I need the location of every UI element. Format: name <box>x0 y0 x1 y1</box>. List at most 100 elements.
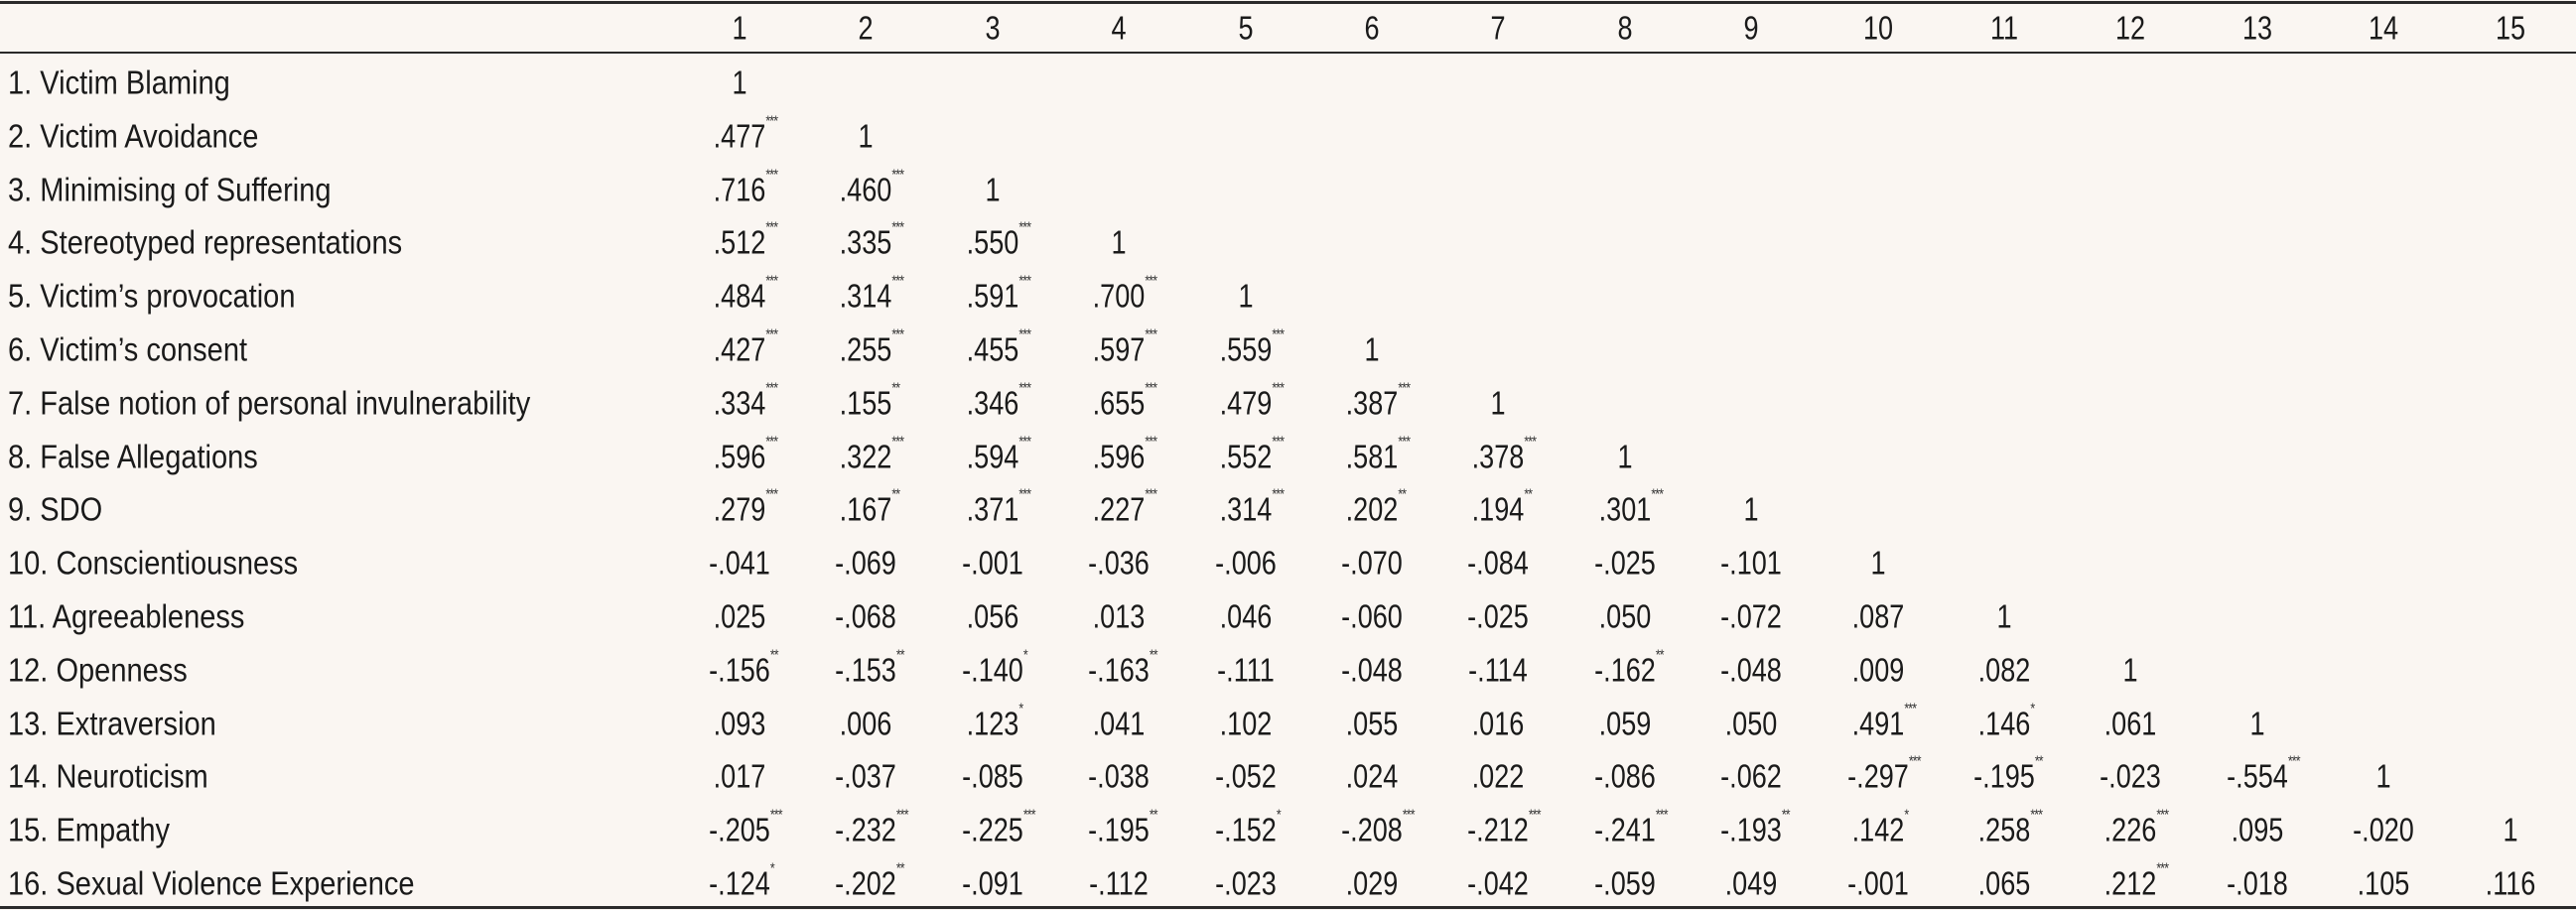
correlation-cell: .087 <box>1851 600 1904 633</box>
correlation-cell: .460 *** <box>840 167 904 205</box>
significance-stars: *** <box>765 218 778 236</box>
significance-stars: *** <box>891 433 905 451</box>
correlation-cell: .142 * <box>1851 806 1908 848</box>
correlation-cell: .013 <box>1093 600 1146 633</box>
column-header: 10 <box>1862 9 1893 47</box>
correlation-value: .512 *** <box>713 218 778 261</box>
correlation-value: 1 <box>1111 223 1127 261</box>
correlation-value: -.112 <box>1089 864 1150 902</box>
correlation-cell: 1 <box>732 66 746 99</box>
correlation-cell: .255 *** <box>840 325 904 368</box>
correlation-value: -.140 * <box>961 646 1027 689</box>
correlation-cell: .596 *** <box>713 433 778 475</box>
correlation-value: .142 * <box>1851 806 1908 848</box>
row-label: 6. Victim’s consent <box>8 330 248 368</box>
correlation-cell: -.048 <box>1720 653 1782 686</box>
correlation-value: .594 *** <box>966 433 1031 475</box>
correlation-value: -.101 <box>1720 544 1783 582</box>
row-label: 1. Victim Blaming <box>8 64 230 101</box>
correlation-value: -.072 <box>1720 597 1783 635</box>
correlation-cell: .477 *** <box>714 113 778 152</box>
correlation-value: -.195 ** <box>1973 752 2043 795</box>
correlation-value: .484 *** <box>713 272 778 315</box>
correlation-cell: -.048 <box>1341 653 1403 686</box>
correlation-cell: .314 *** <box>840 274 904 313</box>
correlation-cell: -.036 <box>1088 547 1150 580</box>
column-header: 12 <box>2115 9 2146 47</box>
correlation-value: -.036 <box>1088 544 1151 582</box>
correlation-value: -.114 <box>1468 651 1529 689</box>
significance-stars: *** <box>1908 752 1921 770</box>
correlation-cell: .387 *** <box>1346 380 1411 419</box>
correlation-value: 1 <box>1238 277 1254 315</box>
correlation-cell: .009 <box>1851 653 1904 686</box>
correlation-cell: -.025 <box>1468 600 1530 633</box>
correlation-value: .596 *** <box>713 433 778 475</box>
correlation-cell: -.225 *** <box>962 808 1035 846</box>
correlation-value: -.241 *** <box>1593 806 1668 848</box>
correlation-value: .552 *** <box>1219 433 1284 475</box>
correlation-cell: .022 <box>1472 760 1525 793</box>
significance-stars: *** <box>765 379 778 397</box>
correlation-value: .591 *** <box>966 272 1031 315</box>
correlation-value: -.162 ** <box>1593 646 1664 689</box>
correlation-value: .050 <box>1598 597 1652 635</box>
correlation-value: .258 *** <box>1977 806 2043 848</box>
significance-stars: *** <box>1398 379 1411 397</box>
correlation-cell: -.202 ** <box>836 861 905 900</box>
correlation-value: 1 <box>2503 811 2518 848</box>
correlation-cell: -.068 <box>836 600 897 633</box>
correlation-cell: .596 *** <box>1092 433 1157 475</box>
row-label: 13. Extraversion <box>8 705 216 742</box>
correlation-cell: -.023 <box>2101 760 2162 793</box>
row-label: 15. Empathy <box>8 811 171 848</box>
correlation-value: 1 <box>1364 330 1380 368</box>
row-label: 12. Openness <box>8 651 188 689</box>
significance-stars: *** <box>2156 859 2170 877</box>
correlation-value: .255 *** <box>840 325 904 368</box>
correlation-value: .046 <box>1219 597 1272 635</box>
correlation-cell: .123 * <box>966 701 1022 739</box>
correlation-value: -.018 <box>2226 864 2288 902</box>
correlation-value: .116 <box>2485 864 2535 902</box>
correlation-cell: -.085 <box>962 760 1023 793</box>
column-header: 4 <box>1111 9 1127 47</box>
correlation-value: -.085 <box>961 757 1023 795</box>
significance-stars: * <box>2030 700 2035 717</box>
significance-stars: ** <box>1524 485 1534 503</box>
correlation-cell: .065 <box>1978 867 2031 900</box>
correlation-cell: .116 <box>2485 867 2535 900</box>
significance-stars: *** <box>891 325 905 343</box>
correlation-cell: .050 <box>1725 707 1778 739</box>
significance-stars: *** <box>1271 379 1285 397</box>
correlation-cell: .484 *** <box>713 272 778 315</box>
correlation-value: -.124 * <box>709 859 774 902</box>
correlation-cell: -.112 <box>1089 867 1149 900</box>
correlation-value: .596 *** <box>1092 433 1157 475</box>
correlation-value: -.006 <box>1214 544 1277 582</box>
correlation-value: -.086 <box>1593 757 1656 795</box>
correlation-cell: -.006 <box>1215 547 1277 580</box>
significance-stars: * <box>1022 646 1028 664</box>
correlation-value: -.042 <box>1467 864 1530 902</box>
correlation-value: -.001 <box>961 544 1023 582</box>
column-header: 14 <box>2369 9 2399 47</box>
correlation-value: -.195 ** <box>1088 806 1157 848</box>
correlation-value: .491 *** <box>1851 700 1916 742</box>
correlation-value: 1 <box>985 171 1001 208</box>
correlation-cell: .050 <box>1598 600 1651 633</box>
correlation-value: -.212 *** <box>1467 806 1542 848</box>
correlation-cell: .202 ** <box>1346 487 1407 526</box>
correlation-value: .059 <box>1598 705 1652 742</box>
significance-stars: *** <box>765 325 778 343</box>
correlation-cell: 1 <box>1617 440 1632 472</box>
correlation-cell: 1 <box>1744 493 1759 526</box>
correlation-cell: -.297 *** <box>1847 754 1921 793</box>
column-header: 6 <box>1364 9 1380 47</box>
correlation-cell: -.041 <box>709 547 770 580</box>
correlation-cell: -.060 <box>1341 600 1403 633</box>
significance-stars: *** <box>1145 325 1158 343</box>
correlation-cell: .455 *** <box>966 327 1030 366</box>
correlation-cell: .346 *** <box>966 380 1030 419</box>
correlation-value: -.038 <box>1088 757 1151 795</box>
